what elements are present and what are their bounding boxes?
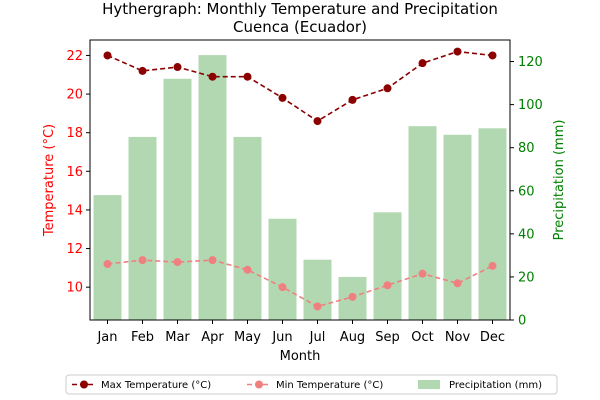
y-left-tick-label-14: 14 <box>66 203 83 218</box>
max-temp-point-jul <box>313 117 322 126</box>
legend-swatch-precipitation <box>418 380 440 389</box>
y-axis-left: 10 12 14 16 18 20 22 <box>66 49 90 296</box>
min-temp-point-sep <box>383 281 392 290</box>
plot-frame <box>89 39 511 321</box>
min-temp-point-oct <box>418 269 427 278</box>
max-temp-point-apr <box>208 72 217 81</box>
precipitation-bar-dec <box>478 128 507 320</box>
y-right-tick-label-60: 60 <box>518 184 535 199</box>
y-right-tick-label-20: 20 <box>518 270 535 285</box>
legend-marker-max-temp <box>80 380 88 389</box>
x-axis: Jan Feb Mar Apr May Jun Jul Aug Sep Oct Nov Dec <box>96 320 505 345</box>
legend-item-min-temp: Min Temperature (°C) <box>247 380 383 391</box>
legend-label-precipitation: Precipitation (mm) <box>449 380 542 391</box>
legend-item-precipitation: Precipitation (mm) <box>418 380 542 391</box>
y-left-tick-label-20: 20 <box>66 88 83 103</box>
y-axis-right: 0 20 40 60 80 100 120 <box>510 55 543 329</box>
min-temp-point-jan <box>103 260 112 268</box>
max-temp-point-aug <box>348 95 357 104</box>
max-temp-point-feb <box>138 66 147 75</box>
y-right-tick-label-120: 120 <box>518 55 543 70</box>
y-right-tick-label-40: 40 <box>518 227 535 242</box>
min-temp-point-feb <box>138 256 147 265</box>
x-tick-label-mar: Mar <box>165 330 190 345</box>
precipitation-bar-jan <box>93 195 122 320</box>
min-temp-point-aug <box>348 292 357 301</box>
x-tick-label-nov: Nov <box>445 330 471 345</box>
legend-item-max-temp: Max Temperature (°C) <box>72 380 211 391</box>
y-right-tick-label-100: 100 <box>518 98 543 113</box>
min-temp-point-nov <box>453 279 462 288</box>
precipitation-bar-jun <box>268 218 297 320</box>
max-temp-point-dec <box>488 51 497 60</box>
min-temp-line <box>107 259 493 308</box>
precipitation-bar-sep <box>373 212 402 320</box>
legend-label-min-temp: Min Temperature (°C) <box>276 380 383 391</box>
min-temp-point-mar <box>173 258 182 267</box>
x-tick-label-aug: Aug <box>340 330 365 345</box>
precipitation-bar-feb <box>128 136 157 320</box>
x-tick-label-apr: Apr <box>201 330 224 345</box>
x-axis-title: Month <box>280 349 321 364</box>
y-axis-right-title: Precipitation (mm) <box>552 120 567 241</box>
min-temp-point-jun <box>278 283 287 292</box>
y-left-tick-label-16: 16 <box>66 165 83 180</box>
precipitation-bar-mar <box>163 78 192 321</box>
y-left-tick-label-22: 22 <box>66 49 83 64</box>
temperature-lines <box>103 47 497 311</box>
min-temp-point-jul <box>313 302 322 311</box>
max-temp-line <box>107 50 493 123</box>
y-left-tick-label-12: 12 <box>66 242 83 257</box>
y-left-tick-label-10: 10 <box>66 281 83 296</box>
max-temp-point-sep <box>383 84 392 93</box>
x-tick-label-jan: Jan <box>96 330 117 345</box>
max-temp-point-nov <box>453 47 462 56</box>
legend: Max Temperature (°C) Min Temperature (°C… <box>65 374 558 395</box>
y-left-tick-label-18: 18 <box>66 126 83 141</box>
precipitation-bar-nov <box>443 134 472 320</box>
max-temp-point-may <box>243 72 252 81</box>
precipitation-bar-apr <box>198 55 227 320</box>
min-temp-point-dec <box>488 261 497 270</box>
x-tick-label-jul: Jul <box>309 330 326 345</box>
min-temp-point-apr <box>208 256 217 265</box>
max-temp-point-oct <box>418 59 427 68</box>
x-tick-label-may: May <box>234 330 261 345</box>
legend-marker-min-temp <box>255 380 263 389</box>
x-tick-label-dec: Dec <box>480 330 505 345</box>
x-tick-label-oct: Oct <box>411 330 433 345</box>
x-tick-label-feb: Feb <box>131 330 154 345</box>
max-temp-point-jun <box>278 93 287 102</box>
chart-title: Hythergraph: Monthly Temperature and Pre… <box>102 0 498 18</box>
x-tick-label-jun: Jun <box>271 330 292 345</box>
precipitation-bar-oct <box>408 126 437 321</box>
min-temp-point-may <box>243 265 252 274</box>
y-right-tick-label-80: 80 <box>518 141 535 156</box>
precipitation-bar-may <box>233 136 262 320</box>
y-axis-left-title: Temperature (°C) <box>42 124 57 237</box>
y-right-tick-label-0: 0 <box>518 314 526 329</box>
chart-subtitle: Cuenca (Ecuador) <box>233 18 367 36</box>
precipitation-bars <box>93 55 507 321</box>
legend-frame <box>65 374 558 395</box>
precipitation-bar-jul <box>303 259 332 320</box>
x-tick-label-sep: Sep <box>375 330 400 345</box>
legend-label-max-temp: Max Temperature (°C) <box>101 380 211 391</box>
max-temp-point-mar <box>173 63 182 72</box>
max-temp-point-jan <box>103 51 112 60</box>
